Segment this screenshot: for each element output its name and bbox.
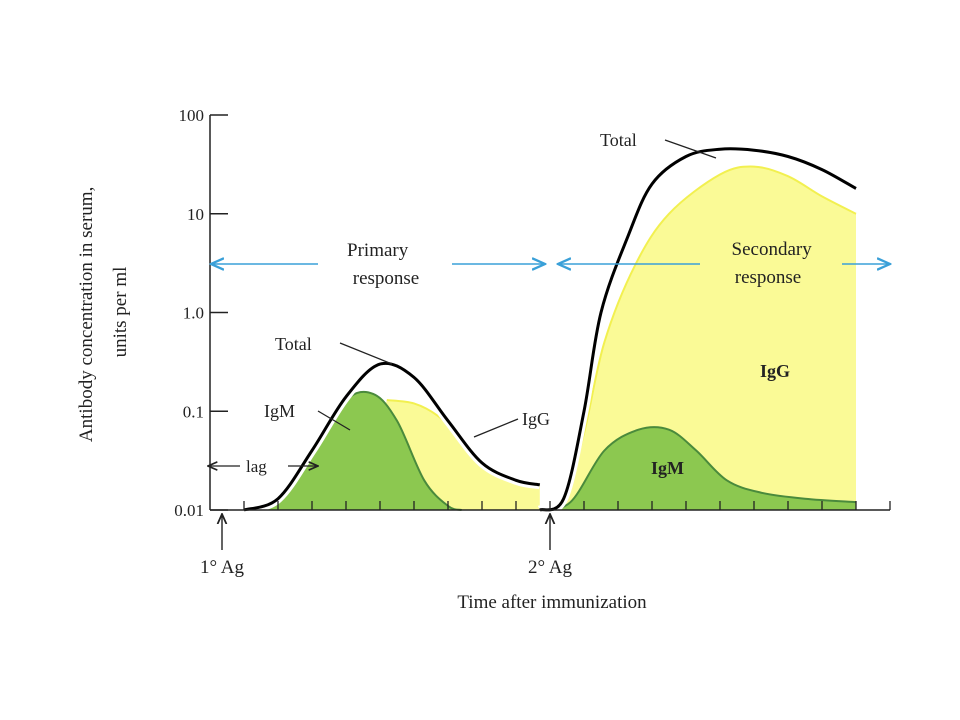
x-axis-title: Time after immunization [457,592,647,613]
secondary-igm-outline [539,426,857,511]
secondary-total-label: Total [600,130,637,150]
primary-igm-leader [317,410,351,431]
secondary-antigen-label: 2° Ag [528,557,573,578]
primary-igm-area [244,391,462,510]
secondary-response-label: Secondary response [732,239,817,288]
y-axis-title-line-1: Antibody concentration in serum, [76,187,97,442]
y-tick-group: 100 10 1.0 0.1 0.01 [174,106,228,520]
secondary-igg-area [539,166,856,511]
y-tick-label: 100 [179,106,205,125]
secondary-igg-label: IgG [760,361,790,381]
secondary-total-leader [664,139,717,159]
area-layer [244,166,856,511]
x-tick-group [243,501,891,510]
y-tick-label: 0.01 [174,501,204,520]
y-tick-label: 0.1 [183,402,204,421]
secondary-igm-label: IgM [651,458,684,478]
primary-total-leader [339,342,393,365]
primary-igg-leader [473,418,519,438]
y-tick-label: 1.0 [183,304,204,323]
primary-total-label: Total [275,334,312,354]
y-axis-title: Antibody concentration in serum, units p… [76,182,131,442]
y-tick-label: 10 [187,205,204,224]
primary-response-label: Primary response [347,240,419,289]
secondary-igm-area [539,427,856,510]
lag-label: lag [246,457,267,476]
secondary-total-line [539,147,857,512]
line-layer [242,144,859,515]
primary-total-line [243,361,541,512]
primary-igg-label: IgG [522,409,550,429]
y-axis-title-line-2: units per ml [110,267,131,358]
primary-antigen-label: 1° Ag [200,557,245,578]
primary-igm-label: IgM [264,401,295,421]
